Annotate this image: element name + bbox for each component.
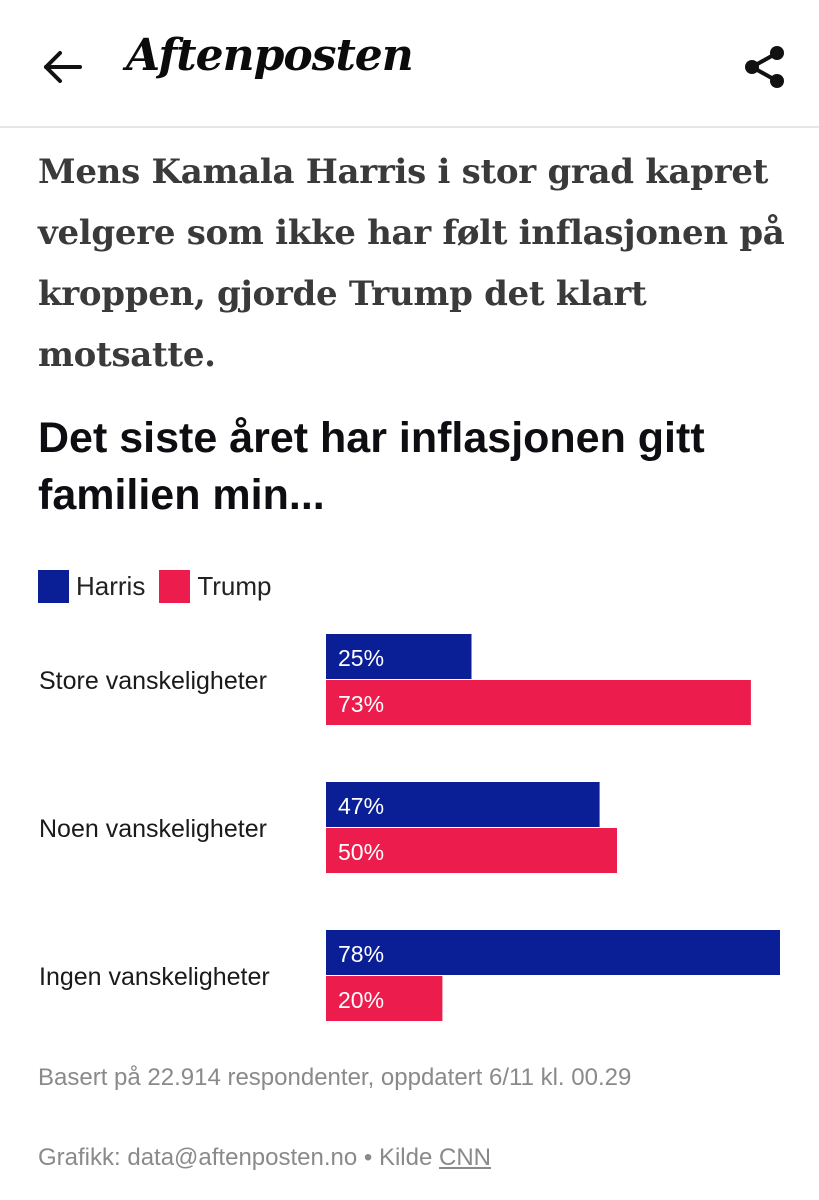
back-button[interactable] (38, 42, 88, 92)
aftenposten-logo[interactable]: Aftenposten (126, 30, 414, 81)
category-label: Store vanskeligheter (39, 667, 267, 695)
legend-label-harris: Harris (76, 570, 146, 601)
bar-trump (326, 680, 751, 725)
legend-item-trump: Trump (159, 569, 272, 603)
chart-title: Det siste året har inflasjonen gitt fami… (38, 414, 705, 519)
bar-harris (326, 782, 600, 827)
bar-value-label: 47% (338, 793, 384, 819)
bar-value-label: 50% (338, 839, 384, 865)
legend-swatch-trump (159, 569, 191, 603)
credit-text: Grafikk: data@aftenposten.no • Kilde (38, 1144, 439, 1171)
respondents-note: Basert på 22.914 respondenter, oppdatert… (38, 1064, 632, 1091)
legend-item-harris: Harris (38, 569, 146, 603)
share-icon (745, 46, 784, 88)
graphic-credit: Grafikk: data@aftenposten.no • Kilde CNN (38, 1144, 491, 1172)
arrow-left-icon (44, 51, 82, 83)
source-link[interactable]: CNN (439, 1144, 491, 1171)
bar-trump (326, 828, 617, 873)
bar-chart: Store vanskeligheter 25% 73% Noen vanskelig… (39, 634, 780, 1021)
chart-legend: Harris Trump (38, 568, 286, 604)
bar-harris (326, 634, 472, 679)
app-header: Aftenposten (0, 0, 819, 128)
legend-label-trump: Trump (197, 570, 272, 601)
bar-trump (326, 976, 443, 1021)
bar-harris (326, 930, 780, 975)
bar-value-label: 25% (338, 645, 384, 671)
bar-value-label: 20% (338, 987, 384, 1013)
bar-value-label: 73% (338, 691, 384, 717)
legend-swatch-harris (38, 569, 69, 603)
category-label: Ingen vanskeligheter (39, 963, 270, 991)
bar-value-label: 78% (338, 941, 384, 967)
share-button[interactable] (738, 40, 792, 94)
intro-paragraph: Mens Kamala Harris i stor grad kapret ve… (38, 152, 785, 375)
category-label: Noen vanskeligheter (39, 815, 267, 843)
